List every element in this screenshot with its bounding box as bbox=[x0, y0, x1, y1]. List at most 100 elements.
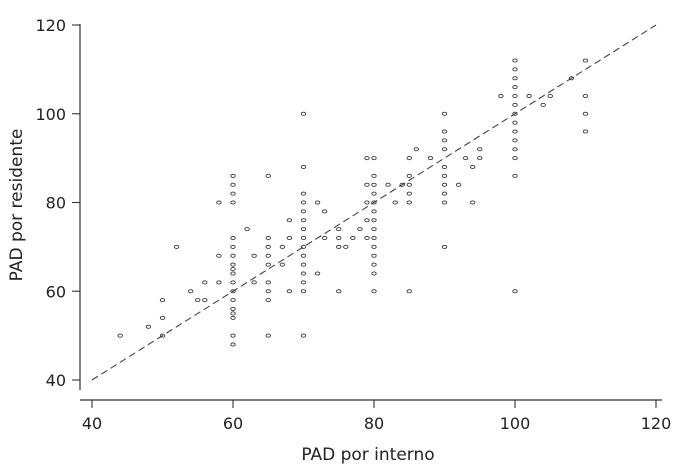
data-point bbox=[371, 227, 377, 232]
data-point bbox=[230, 191, 236, 196]
data-point bbox=[230, 235, 236, 241]
data-point bbox=[314, 200, 321, 205]
data-point bbox=[300, 271, 307, 276]
y-tick-label-60: 60 bbox=[46, 282, 66, 301]
data-point bbox=[145, 324, 152, 329]
data-point bbox=[230, 280, 236, 285]
y-tick-label-40: 40 bbox=[46, 371, 66, 390]
data-point bbox=[371, 200, 377, 205]
data-point bbox=[251, 280, 257, 285]
data-point bbox=[300, 164, 307, 170]
data-point bbox=[470, 164, 476, 170]
data-point bbox=[582, 93, 589, 99]
data-point bbox=[230, 200, 236, 205]
data-point bbox=[364, 182, 370, 187]
data-point bbox=[300, 111, 307, 116]
data-point bbox=[265, 289, 271, 294]
data-point bbox=[512, 138, 518, 143]
data-point bbox=[371, 271, 377, 276]
data-point bbox=[477, 147, 483, 152]
data-point bbox=[512, 102, 518, 107]
data-point bbox=[568, 76, 575, 81]
data-point bbox=[512, 85, 518, 90]
data-point bbox=[512, 111, 518, 116]
y-axis-title: PAD por residente bbox=[7, 129, 27, 282]
data-point bbox=[350, 235, 356, 241]
data-point bbox=[279, 262, 285, 267]
data-point bbox=[202, 280, 208, 285]
data-point bbox=[582, 129, 589, 134]
data-point bbox=[441, 182, 448, 187]
data-point bbox=[441, 111, 448, 116]
data-point bbox=[300, 289, 307, 294]
data-point bbox=[159, 315, 166, 320]
data-point bbox=[230, 267, 236, 272]
data-point bbox=[371, 191, 377, 196]
data-point bbox=[230, 306, 236, 312]
data-point bbox=[371, 182, 377, 187]
data-point bbox=[371, 218, 377, 223]
data-point bbox=[406, 173, 412, 178]
data-point bbox=[159, 333, 166, 338]
data-point bbox=[244, 227, 250, 232]
data-point bbox=[512, 173, 518, 178]
data-point bbox=[582, 111, 589, 116]
data-point bbox=[336, 244, 342, 249]
data-point bbox=[265, 262, 271, 267]
data-point bbox=[286, 289, 293, 294]
identity-reference-line bbox=[91, 24, 657, 381]
data-point bbox=[216, 253, 222, 258]
data-points bbox=[117, 58, 589, 347]
data-point bbox=[286, 218, 293, 223]
data-point bbox=[230, 311, 236, 316]
data-point bbox=[364, 235, 370, 241]
data-point bbox=[406, 200, 412, 205]
data-point bbox=[371, 209, 377, 214]
data-point bbox=[300, 218, 307, 223]
data-point bbox=[406, 289, 412, 294]
data-point bbox=[195, 298, 201, 303]
data-point bbox=[314, 271, 321, 276]
data-point bbox=[364, 156, 370, 161]
x-tick-label-60: 60 bbox=[223, 414, 243, 433]
data-point bbox=[392, 200, 398, 205]
data-point bbox=[230, 298, 236, 303]
x-tick-label-120: 120 bbox=[641, 414, 672, 433]
data-point bbox=[427, 156, 434, 161]
data-point bbox=[470, 200, 476, 205]
data-point bbox=[406, 182, 412, 187]
data-point bbox=[265, 253, 271, 258]
data-point bbox=[300, 227, 307, 232]
data-point bbox=[441, 164, 448, 170]
x-axis-title: PAD por interno bbox=[301, 445, 434, 465]
data-point bbox=[230, 342, 236, 347]
data-point bbox=[188, 289, 194, 294]
data-point bbox=[279, 244, 285, 249]
data-point bbox=[582, 58, 589, 63]
data-point bbox=[265, 298, 271, 303]
data-point bbox=[371, 235, 377, 241]
data-point bbox=[300, 333, 307, 338]
data-point bbox=[300, 280, 307, 285]
data-point bbox=[230, 289, 236, 294]
data-point bbox=[343, 244, 349, 249]
data-point bbox=[300, 209, 307, 214]
data-point bbox=[455, 182, 462, 187]
data-point bbox=[399, 182, 405, 187]
data-point bbox=[230, 271, 236, 276]
x-tick-label-80: 80 bbox=[364, 414, 384, 433]
data-point bbox=[336, 235, 342, 241]
data-point bbox=[512, 147, 518, 152]
data-point bbox=[441, 129, 448, 134]
data-point bbox=[202, 298, 208, 303]
data-point bbox=[230, 333, 236, 338]
data-point bbox=[441, 173, 448, 178]
data-point bbox=[300, 200, 307, 205]
data-point bbox=[300, 191, 307, 196]
data-point bbox=[265, 235, 271, 241]
data-point bbox=[441, 191, 448, 196]
y-tick-label-100: 100 bbox=[35, 105, 66, 124]
data-point bbox=[230, 173, 236, 178]
